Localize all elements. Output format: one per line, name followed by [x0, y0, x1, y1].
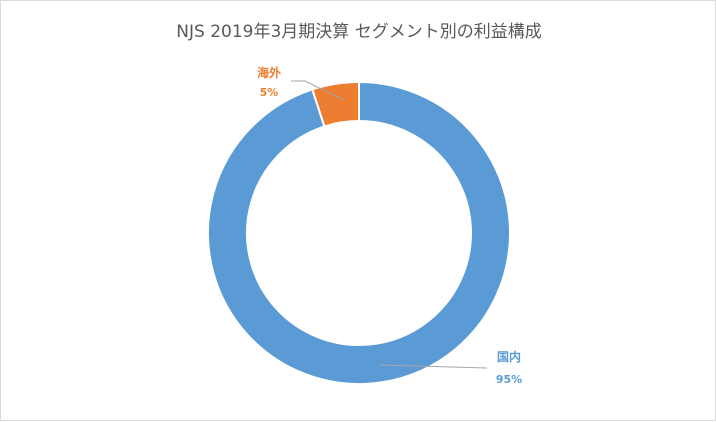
leader-line-overseas: [291, 80, 345, 101]
data-label-percent-domestic: 95%: [496, 373, 522, 386]
leader-line-domestic: [378, 364, 488, 369]
donut-slice-overseas: [311, 80, 360, 128]
data-label-percent-overseas: 5%: [260, 86, 279, 99]
chart-title: NJS 2019年3月期決算 セグメント別の利益構成: [176, 22, 542, 42]
data-label-name-overseas: 海外: [257, 65, 281, 80]
data-label-name-domestic: 国内: [497, 349, 521, 364]
donut-slice-domestic: [207, 80, 511, 385]
